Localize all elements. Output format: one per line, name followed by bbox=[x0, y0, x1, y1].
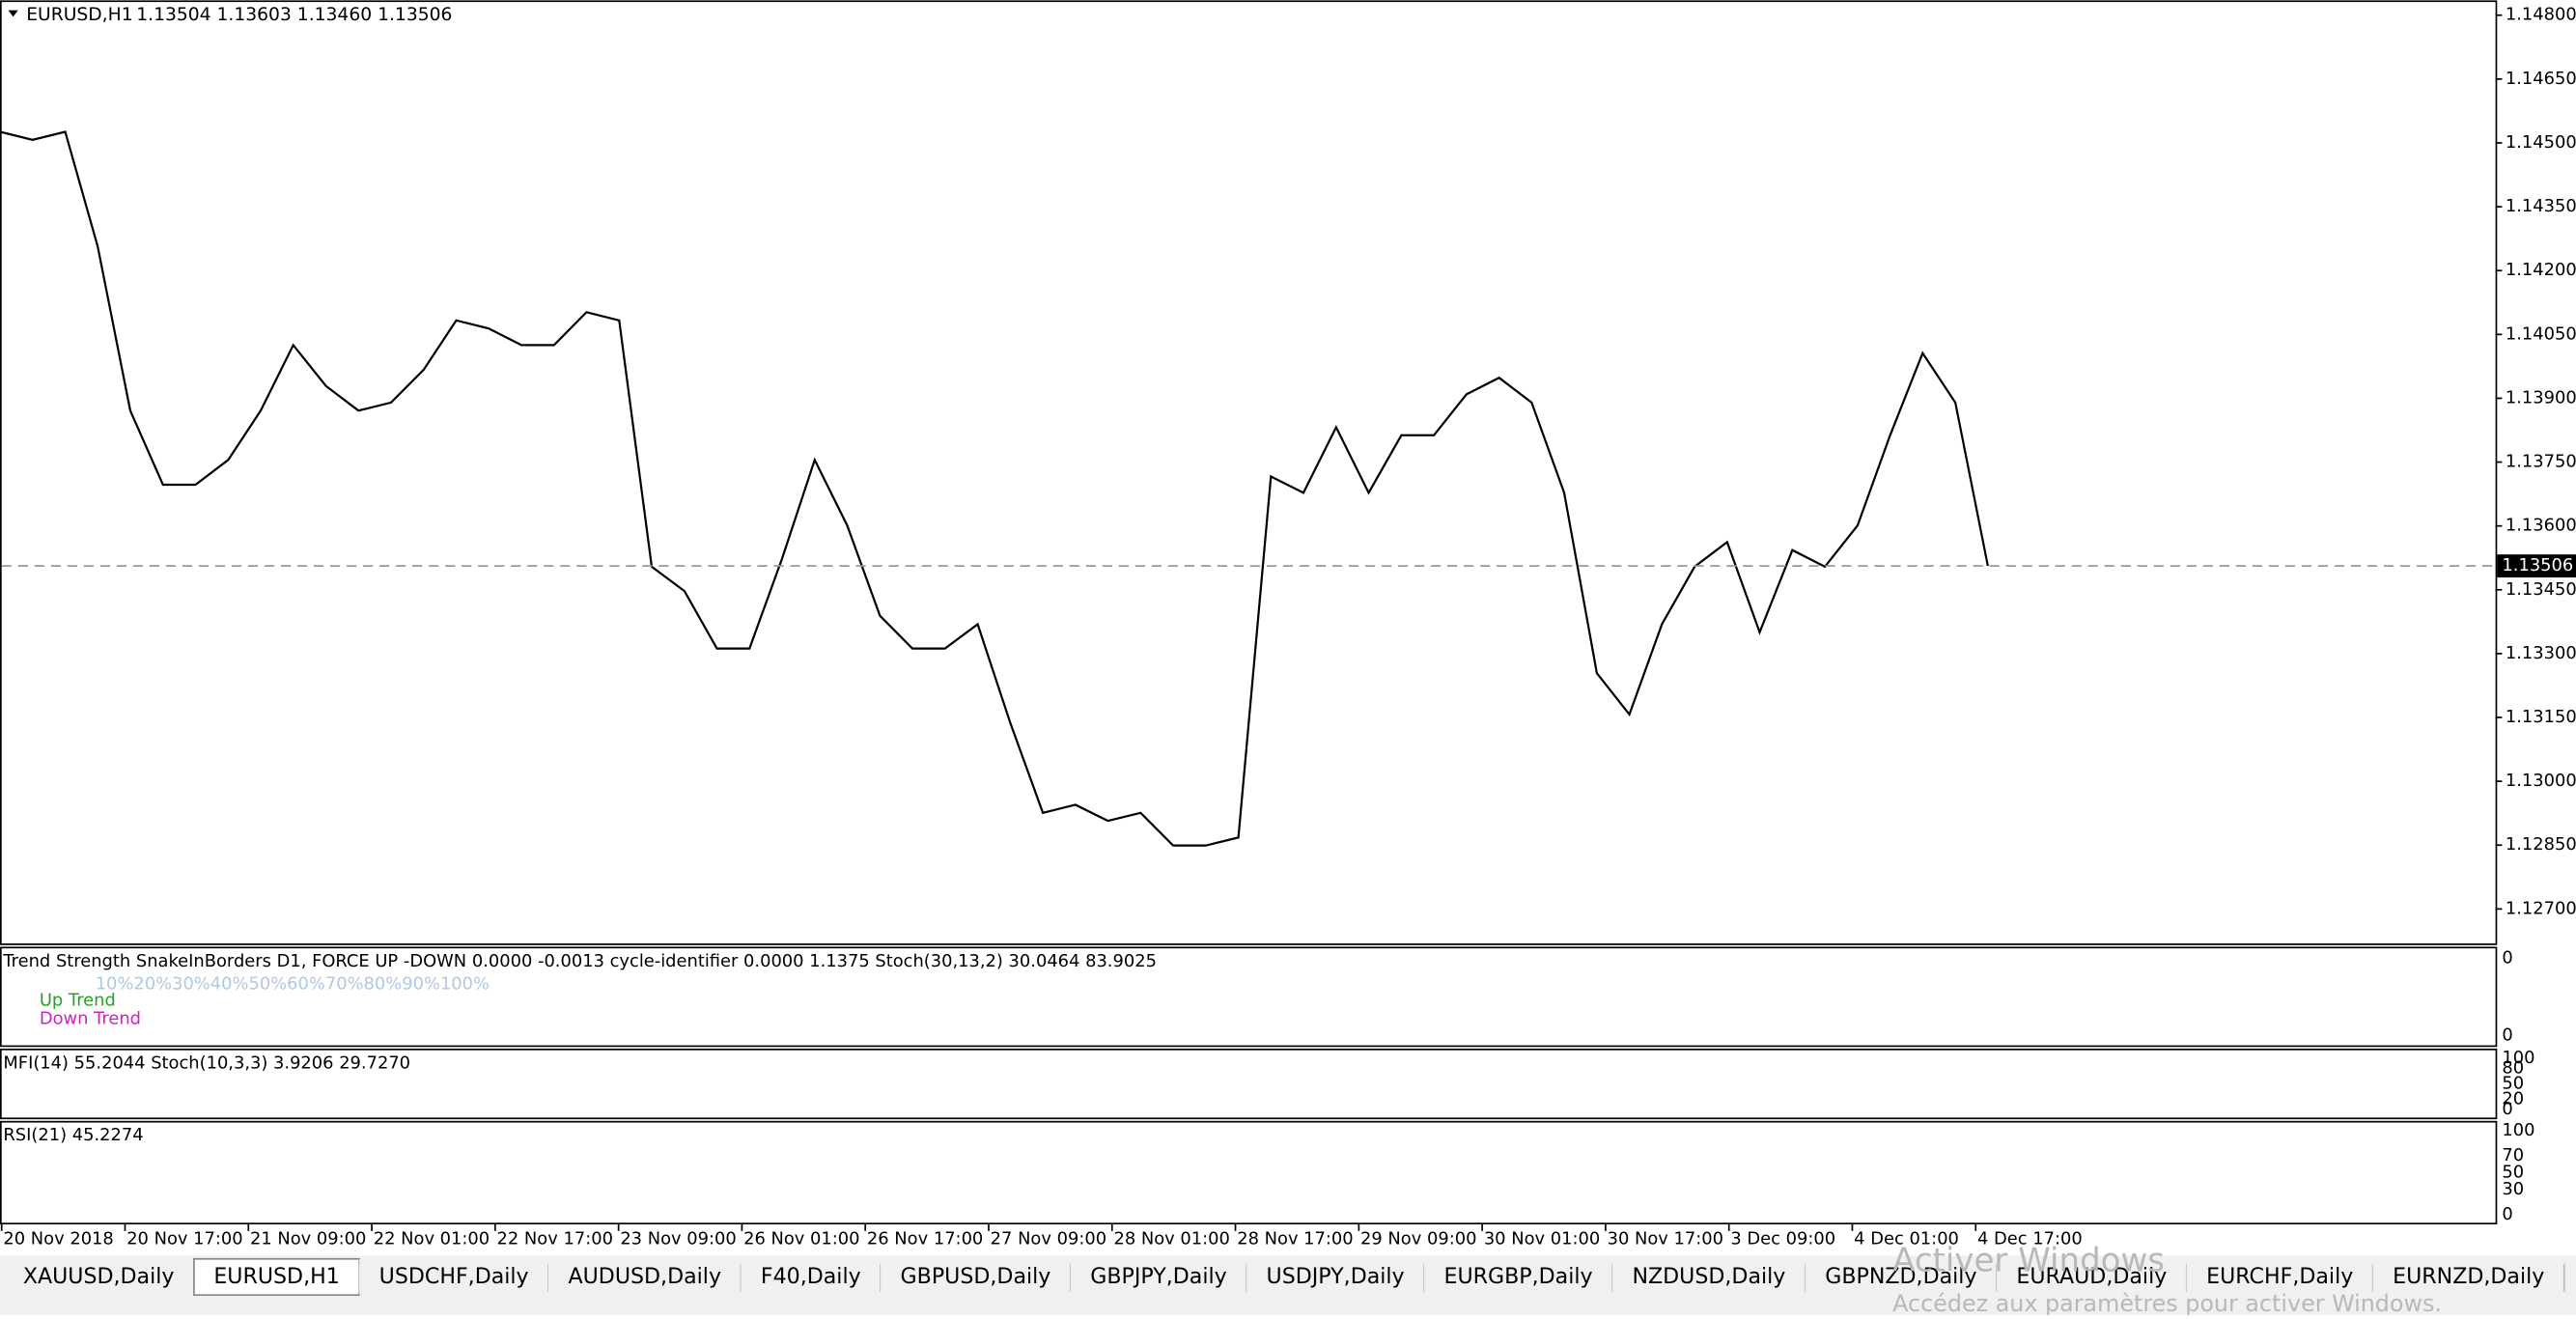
tab[interactable] bbox=[548, 1258, 742, 1296]
tab[interactable] bbox=[1805, 1258, 1997, 1296]
tab[interactable] bbox=[2372, 1258, 2564, 1296]
indicator-tick-label: 20 bbox=[2502, 1088, 2524, 1109]
indicator-tick-label: 80 bbox=[2502, 1058, 2524, 1079]
current-price-label: 1.13506 bbox=[2502, 555, 2573, 575]
tab-label[interactable]: USDCHF,Daily bbox=[379, 1264, 529, 1289]
tab[interactable] bbox=[2186, 1258, 2373, 1296]
tabs: XAUUSD,Daily EURUSD,H1 USDCHF,Daily AUDUSD,… bbox=[3, 1257, 2565, 1297]
indicator-tick-label: 0 bbox=[2502, 947, 2512, 968]
x-tick-label: 3 Dec 09:00 bbox=[1730, 1228, 1835, 1249]
tab-label[interactable]: AUDUSD,Daily bbox=[568, 1264, 721, 1289]
x-tick-label: 22 Nov 01:00 bbox=[374, 1228, 490, 1249]
tab-label[interactable]: GBPUSD,Daily bbox=[901, 1264, 1051, 1289]
y-tick-label: 1.13450 bbox=[2506, 579, 2576, 600]
x-tick-label: 27 Nov 09:00 bbox=[991, 1228, 1106, 1249]
x-tick-label: 30 Nov 17:00 bbox=[1608, 1228, 1723, 1249]
main-panel bbox=[0, 0, 2498, 945]
y-tick-label: 1.12850 bbox=[2506, 834, 2576, 855]
x-tick-label: 4 Dec 01:00 bbox=[1854, 1228, 1959, 1249]
tab[interactable] bbox=[1996, 1258, 2187, 1296]
quote: 1.13504 1.13603 1.13460 1.13506 bbox=[136, 5, 452, 25]
tab-label[interactable]: EURUSD,H1 bbox=[213, 1264, 339, 1289]
x-tick-label: 21 Nov 09:00 bbox=[250, 1228, 366, 1249]
tab-label[interactable]: USDJPY,Daily bbox=[1267, 1264, 1405, 1289]
x-tick-label: 29 Nov 09:00 bbox=[1360, 1228, 1476, 1249]
x-tick-label: 28 Nov 17:00 bbox=[1237, 1228, 1353, 1249]
tab[interactable] bbox=[741, 1258, 882, 1296]
x-tick-label: 30 Nov 01:00 bbox=[1484, 1228, 1600, 1249]
y-tick-label: 1.13300 bbox=[2506, 643, 2576, 663]
y-tick-label: 1.13750 bbox=[2506, 452, 2576, 472]
indicator-tick-label: 30 bbox=[2502, 1179, 2524, 1199]
tab[interactable] bbox=[1070, 1258, 1247, 1296]
watermark-subtitle: Accédez aux paramètres pour activer Wind… bbox=[1892, 1290, 2442, 1315]
indicator-title: Trend Strength SnakeInBorders D1, FORCE … bbox=[2, 951, 1157, 971]
tab[interactable] bbox=[359, 1258, 549, 1296]
tab-label[interactable]: EURNZD,Daily bbox=[2393, 1264, 2544, 1289]
indicator-tick-label: 50 bbox=[2502, 1162, 2524, 1182]
tab-label[interactable]: XAUUSD,Daily bbox=[23, 1264, 175, 1289]
indicator-tick-label: 100 bbox=[2502, 1048, 2534, 1068]
indicator-tick-label: 0 bbox=[2502, 1099, 2512, 1119]
indicator-panel bbox=[0, 1048, 2498, 1120]
y-tick-label: 1.14050 bbox=[2506, 323, 2576, 344]
indicator-panel bbox=[0, 1120, 2498, 1225]
tab-label[interactable]: F40,Daily bbox=[761, 1264, 861, 1289]
tab[interactable] bbox=[1246, 1258, 1425, 1296]
x-tick-label: 28 Nov 01:00 bbox=[1113, 1228, 1229, 1249]
up-trend: Up Trend bbox=[40, 991, 116, 1011]
tab-label[interactable]: EURAUD,Daily bbox=[2016, 1264, 2167, 1289]
tab[interactable] bbox=[1424, 1258, 1613, 1296]
indicator-tick-label: 0 bbox=[2502, 1024, 2512, 1045]
y-tick-label: 1.14800 bbox=[2506, 5, 2576, 25]
indicator-tick-label: 70 bbox=[2502, 1145, 2524, 1165]
x-tick-label: 26 Nov 01:00 bbox=[743, 1228, 859, 1249]
indicator-tick-label: 0 bbox=[2502, 1204, 2512, 1224]
down-trend: Down Trend bbox=[40, 1008, 141, 1028]
current-price-box bbox=[2497, 554, 2576, 578]
y-tick-label: 1.14650 bbox=[2506, 69, 2576, 89]
watermark-title: Activer Windows bbox=[1892, 1242, 2165, 1280]
y-tick-label: 1.14500 bbox=[2506, 132, 2576, 153]
y-tick-label: 1.14200 bbox=[2506, 260, 2576, 280]
y-tick-label: 1.13600 bbox=[2506, 516, 2576, 536]
y-tick-label: 1.13150 bbox=[2506, 707, 2576, 727]
x-tick-label: 23 Nov 09:00 bbox=[620, 1228, 736, 1249]
tab[interactable] bbox=[1612, 1258, 1806, 1296]
x-tick-label: 22 Nov 17:00 bbox=[497, 1228, 613, 1249]
tab[interactable] bbox=[881, 1258, 1071, 1296]
y-tick-label: 1.13900 bbox=[2506, 387, 2576, 407]
tab-label[interactable]: GBPJPY,Daily bbox=[1090, 1264, 1226, 1289]
indicator-title: RSI(21) 45.2274 bbox=[3, 1125, 143, 1145]
indicator-title: MFI(14) 55.2044 Stoch(10,3,3) 3.9206 29.… bbox=[3, 1052, 410, 1073]
tab-label[interactable]: EURGBP,Daily bbox=[1443, 1264, 1592, 1289]
y-tick-label: 1.14350 bbox=[2506, 196, 2576, 216]
indicator-panel bbox=[0, 946, 2498, 1048]
x-tick-label: 26 Nov 17:00 bbox=[867, 1228, 983, 1249]
scale-row: 10%20%30%40%50%60%70%80%90%100% bbox=[96, 974, 490, 995]
price-line bbox=[0, 130, 1989, 847]
indicator-tick-label: 100 bbox=[2502, 1120, 2534, 1140]
x-tick-label: 20 Nov 17:00 bbox=[126, 1228, 242, 1249]
tab-label[interactable]: GBPNZD,Daily bbox=[1825, 1264, 1976, 1289]
tab[interactable] bbox=[3, 1258, 194, 1296]
y-tick-label: 1.13000 bbox=[2506, 771, 2576, 791]
y-tick-label: 1.12700 bbox=[2506, 898, 2576, 918]
tab-label[interactable]: EURCHF,Daily bbox=[2206, 1264, 2353, 1289]
x-tick-label: 4 Dec 17:00 bbox=[1977, 1228, 2083, 1249]
x-tick-label: 20 Nov 2018 bbox=[3, 1228, 113, 1249]
menu-arrow[interactable] bbox=[8, 10, 18, 17]
indicator-tick-label: 50 bbox=[2502, 1074, 2524, 1094]
tab-label[interactable]: NZDUSD,Daily bbox=[1632, 1264, 1785, 1289]
symbol: EURUSD,H1 bbox=[26, 5, 132, 25]
